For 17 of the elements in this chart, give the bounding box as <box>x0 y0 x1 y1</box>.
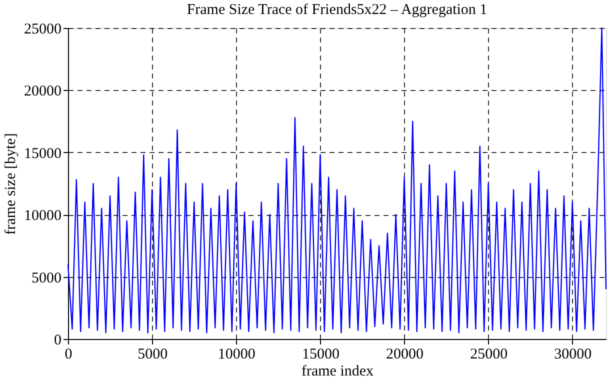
x-tick-label: 10000 <box>218 346 256 362</box>
x-tick-label: 0 <box>64 346 72 362</box>
line-series <box>67 27 607 334</box>
x-tick-label: 20000 <box>386 346 424 362</box>
y-tick-label: 15000 <box>24 146 62 162</box>
x-axis-title: frame index <box>301 364 374 380</box>
y-tick-label: 25000 <box>24 22 62 38</box>
x-tick-label: 25000 <box>470 346 508 362</box>
chart-title: Frame Size Trace of Friends5x22 – Aggregation 1 <box>186 2 488 18</box>
x-tick-label: 30000 <box>554 346 592 362</box>
y-axis-title: frame size [byte] <box>3 133 19 235</box>
x-tick-label: 15000 <box>302 346 340 362</box>
y-tick-label: 5000 <box>32 270 62 286</box>
y-tick-label: 20000 <box>24 84 62 100</box>
y-tick-label: 0 <box>54 332 62 348</box>
y-tick-label: 10000 <box>24 208 62 224</box>
x-tick-label: 5000 <box>138 346 168 362</box>
